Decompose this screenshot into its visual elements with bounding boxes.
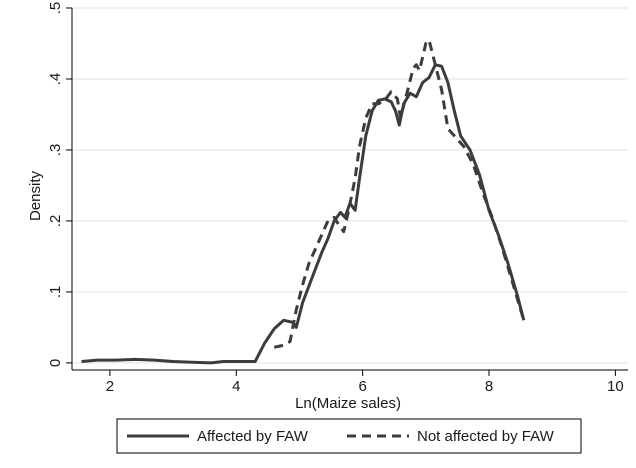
x-tick-label: 8 (485, 378, 493, 395)
series-line-not-affected (273, 38, 526, 349)
legend: Affected by FAW Not affected by FAW (116, 418, 582, 454)
y-tick-label: 0 (47, 359, 64, 367)
x-axis-ticks: 2 4 6 8 10 (106, 370, 624, 395)
series-line-affected (81, 63, 526, 365)
y-tick-label: .1 (47, 286, 64, 299)
series-lines (81, 38, 526, 365)
x-tick-label: 6 (358, 378, 366, 395)
legend-label-affected: Affected by FAW (197, 428, 309, 445)
y-tick-label: .3 (47, 144, 64, 157)
x-tick-label: 10 (607, 378, 624, 395)
y-tick-label: .5 (47, 2, 64, 15)
y-tick-label: .4 (47, 73, 64, 86)
y-axis-ticks: 0 .1 .2 .3 .4 .5 (47, 2, 72, 367)
x-tick-label: 2 (106, 378, 114, 395)
x-axis-title: Ln(Maize sales) (295, 395, 401, 412)
gridlines (72, 7, 628, 364)
legend-label-not-affected: Not affected by FAW (417, 428, 555, 445)
y-axis-title: Density (27, 170, 44, 221)
y-tick-label: .2 (47, 215, 64, 228)
x-tick-label: 4 (232, 378, 240, 395)
